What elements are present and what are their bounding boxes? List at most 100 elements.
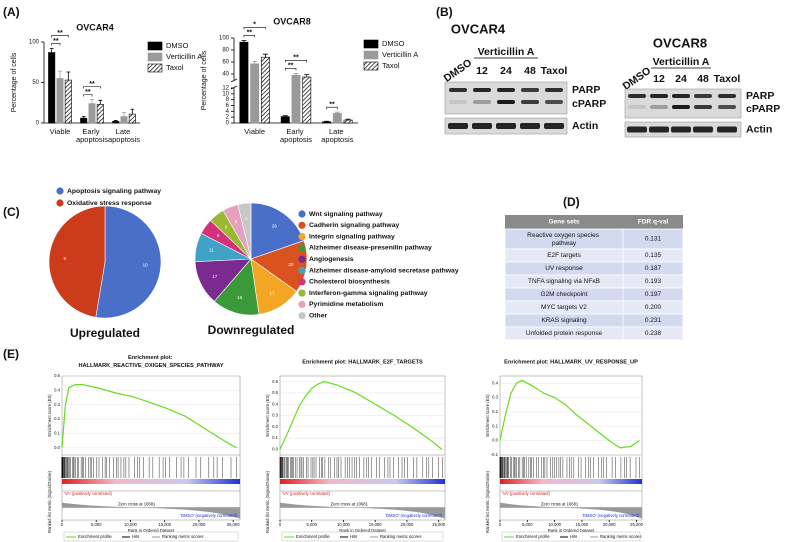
chart-title: OVCAR4 [76,22,114,32]
error-bar [130,108,135,115]
x-axis-label: Rank in Ordered Dataset [339,528,386,533]
band [650,94,668,98]
band [449,88,467,92]
legend-label: Hits [132,534,139,539]
band [671,126,691,133]
band [520,123,540,129]
significance-label: ** [85,89,91,96]
x-tick-label: 0 [61,522,64,527]
y-tick-label: 0.5 [54,373,60,378]
legend-label: Apoptosis signaling pathway [67,188,161,195]
table-cell: 0.238 [645,330,662,337]
y-tick-label: 6 [226,103,230,109]
y-axis-label: Enrichment score (ES) [47,394,52,437]
table-row [504,326,684,341]
bar [120,116,128,124]
legend-label: Other [309,312,327,319]
legend-label: DMSO [382,39,405,48]
text-line: Late [116,127,133,136]
error-bar [49,48,54,53]
enrichment-line [279,381,443,450]
y-tick-label: 60 [222,60,229,66]
lane-label: 12 [476,65,488,77]
table-cell: 0.131 [645,236,662,243]
rank-colorbar [280,479,445,484]
legend-marker [298,289,306,297]
significance-bracket [51,35,69,38]
panel-label: (D) [563,195,580,209]
x-axis-label: Rank in Ordered Dataset [548,528,595,533]
axis-break [230,85,238,90]
x-tick-label: 10,000 [337,522,350,527]
table-header [505,215,683,229]
bar [128,113,136,124]
text-line: apoptosis [108,135,140,144]
x-tick-label: Viable [50,127,71,136]
slice-label: 18 [237,295,243,300]
band [521,88,539,92]
legend-marker [298,210,306,218]
significance-bracket [326,106,338,110]
table-cell: E2F targets [547,252,581,259]
band [650,105,668,109]
bar [112,121,120,124]
slice-label: 20 [288,262,294,267]
table-cell: UV response [545,265,583,272]
significance-bracket [51,43,61,46]
band [497,88,515,92]
text-line: apoptosis [321,135,353,144]
x-tick-label: Viable [244,127,265,136]
legend-marker [56,199,64,207]
text-line: Enrichment plot: [128,355,174,361]
error-bar [345,118,351,121]
x-tick-label: 0 [279,522,282,527]
x-tick-label: 15,000 [369,522,382,527]
y-axis-label: Ranked list metric (Signal2Noise) [47,470,52,533]
annotation: 'DMSO' (negatively correlated) [180,513,237,518]
lane-label: 48 [524,65,536,77]
table-cell: 0.197 [645,291,662,298]
lane-label: Taxol [714,73,741,85]
band-label: PARP [572,84,600,96]
blot-title: OVCAR4 [451,21,506,36]
y-axis-label: Ranked list metric (Signal2Noise) [485,470,490,533]
error-bar [66,71,71,81]
legend-label: Ranking metric scores [162,534,203,539]
treatment-label: Verticillin A [478,46,535,58]
plot-title: Enrichment plot: HALLMARK_REACTIVE_OXIGE… [78,355,223,369]
legend-label: Hits [350,534,357,539]
error-bar [241,40,247,43]
table-cell: 0.231 [645,317,662,324]
y-tick-label: 40 [222,72,229,78]
bar [239,41,249,124]
band-label: cPARP [746,103,780,115]
x-tick-label: 25,000 [432,522,445,527]
band [473,88,491,92]
legend-label: Alzheimer disease-presenilin pathway [309,245,432,252]
text-line: Late [329,127,346,136]
band [649,126,669,133]
y-tick-label: 10 [222,91,229,97]
legend-marker [298,312,306,320]
significance-bracket [284,68,297,71]
bar [88,103,96,124]
x-tick-label: 5,000 [522,522,533,527]
y-tick-label: 0.5 [272,390,278,395]
lane-label: 48 [697,73,709,85]
legend-swatch [147,52,163,62]
pie-slice [250,240,308,292]
slice-label: 6 [235,219,238,224]
treatment-label: Verticillin A [653,56,710,68]
y-axis-label: Enrichment score (ES) [265,394,270,437]
legend-label: Taxol [382,61,400,70]
x-tick-label: 25,000 [227,522,240,527]
significance-bracket [284,60,308,63]
legend-marker [298,300,306,308]
panel-label: (E) [3,347,19,361]
band [672,105,690,109]
band [627,126,647,133]
error-bar [304,74,310,77]
bar [302,76,312,124]
slice-label: 26 [272,223,278,228]
